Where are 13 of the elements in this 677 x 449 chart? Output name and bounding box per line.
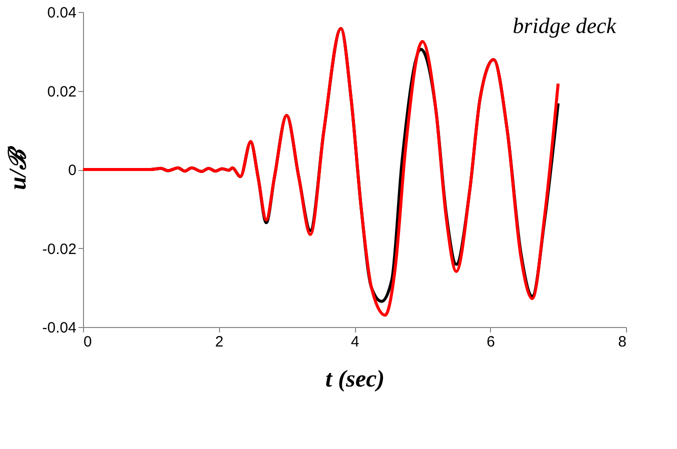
y-axis-title: u/ℬ (5, 144, 32, 190)
y-tick-label: 0.04 (47, 4, 76, 22)
x-tick-label: 8 (618, 334, 626, 350)
x-tick-label: 2 (215, 334, 224, 350)
y-tick-label: 0 (68, 162, 76, 179)
y-tick-label: 0.02 (47, 83, 76, 100)
x-tick-label: 0 (84, 334, 92, 350)
x-tick-label: 6 (486, 334, 495, 350)
x-axis-title: t (sec) (325, 366, 385, 392)
annotation: bridge deck (512, 13, 618, 38)
y-tick-label: -0.02 (42, 240, 76, 258)
x-tick-label: 4 (350, 334, 360, 350)
y-tick-label: -0.04 (42, 320, 76, 336)
